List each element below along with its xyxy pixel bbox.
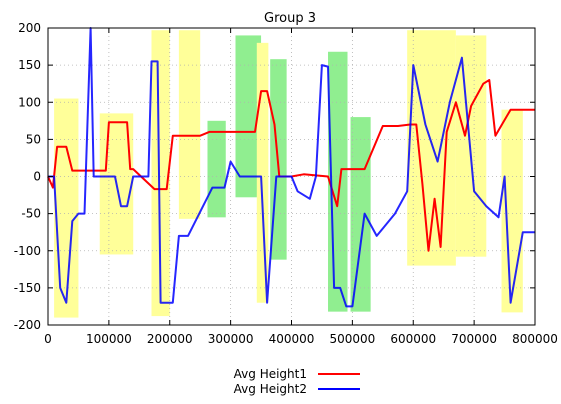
y-tick-label: 100 bbox=[18, 95, 41, 109]
x-tick-labels: 0 100000 200000 300000 400000 500000 600000 700… bbox=[44, 332, 558, 346]
highlight-region-yellow bbox=[455, 35, 487, 257]
highlight-region-yellow bbox=[54, 98, 79, 318]
chart-title: Group 3 bbox=[264, 11, 316, 26]
y-tick-label: 150 bbox=[18, 58, 41, 72]
y-tick-label: -150 bbox=[14, 281, 41, 295]
y-tick-labels: -200 -150 -100 -50 0 50 100 150 200 bbox=[14, 21, 41, 332]
series-line-2 bbox=[48, 27, 535, 308]
highlight-region-yellow bbox=[151, 30, 170, 317]
y-tick-label: -200 bbox=[14, 318, 41, 332]
y-tick-label: 0 bbox=[33, 170, 41, 184]
x-tick-label: 700000 bbox=[451, 332, 497, 346]
legend-label-2: Avg Height2 bbox=[234, 382, 307, 396]
x-tick-label: 200000 bbox=[147, 332, 193, 346]
legend-label-1: Avg Height1 bbox=[234, 367, 307, 381]
x-tick-label: 400000 bbox=[269, 332, 315, 346]
highlight-region-yellow bbox=[256, 42, 269, 303]
y-tick-label: -50 bbox=[21, 207, 41, 221]
x-tick-label: 100000 bbox=[86, 332, 132, 346]
highlight-region-green bbox=[207, 120, 226, 218]
x-tick-label: 300000 bbox=[208, 332, 254, 346]
highlight-region-yellow bbox=[501, 109, 523, 313]
tick-marks bbox=[47, 27, 536, 326]
series-group bbox=[47, 27, 535, 308]
y-tick-label: -100 bbox=[14, 244, 41, 258]
x-tick-label: 0 bbox=[44, 332, 52, 346]
y-tick-label: 200 bbox=[18, 21, 41, 35]
highlight-region-yellow bbox=[178, 30, 201, 219]
x-tick-label: 800000 bbox=[512, 332, 558, 346]
highlight-region-green bbox=[350, 117, 371, 312]
x-tick-label: 600000 bbox=[390, 332, 436, 346]
y-tick-label: 50 bbox=[26, 132, 41, 146]
x-tick-label: 500000 bbox=[329, 332, 375, 346]
